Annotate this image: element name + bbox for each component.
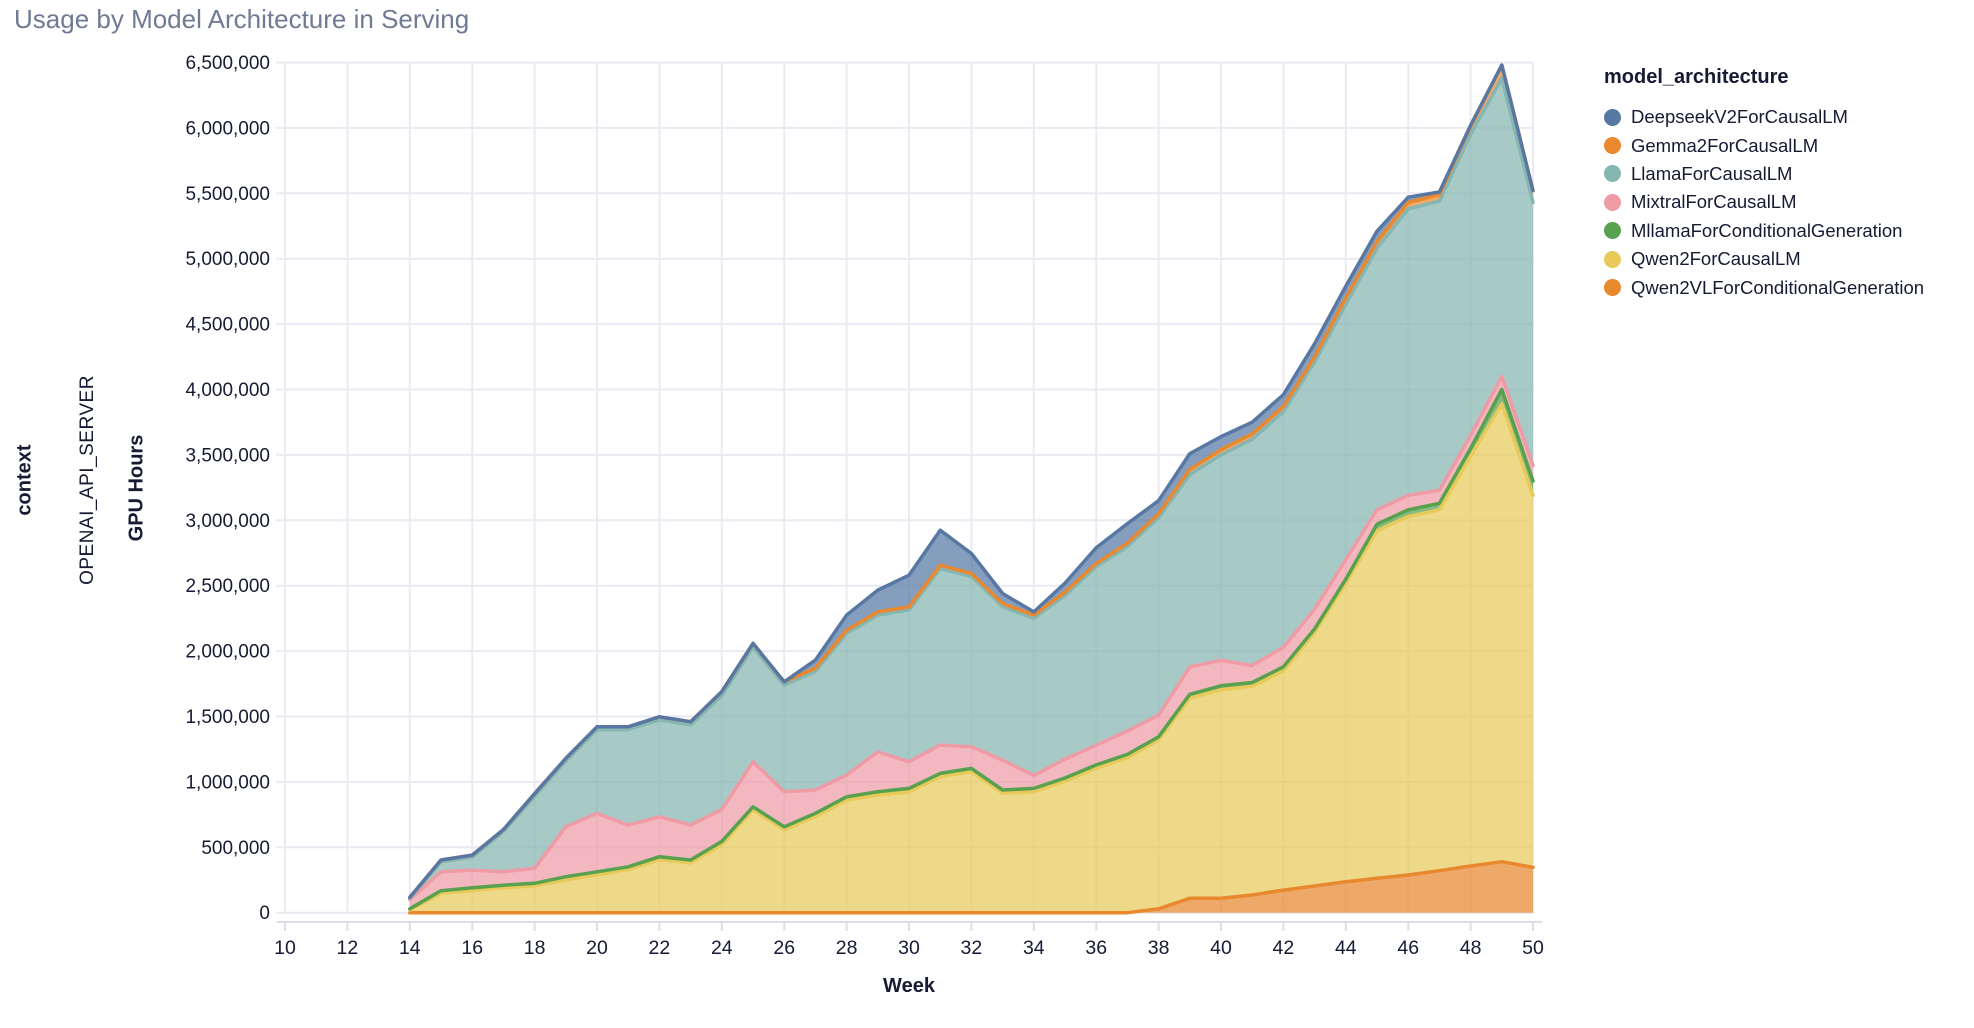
y-tick-label: 4,500,000: [185, 315, 270, 336]
y-tick-label: 3,500,000: [185, 445, 270, 466]
legend-item-label: Qwen2ForCausalLM: [1631, 248, 1801, 270]
y-tick-label: 1,500,000: [185, 707, 270, 728]
legend-swatch-icon: [1604, 193, 1621, 211]
area-Qwen2VLForConditionalGeneration: [409, 861, 1533, 913]
x-tick-label: 14: [399, 937, 421, 959]
legend-item-label: Gemma2ForCausalLM: [1631, 134, 1819, 156]
legend-item-LlamaForCausalLM: LlamaForCausalLM: [1596, 160, 1924, 188]
legend-item-label: MixtralForCausalLM: [1631, 191, 1797, 213]
x-tick-label: 10: [274, 937, 296, 959]
legend-item-Gemma2ForCausalLM: Gemma2ForCausalLM: [1596, 131, 1924, 159]
x-tick-label: 24: [711, 937, 733, 959]
legend-swatch-icon: [1604, 165, 1621, 183]
line-Qwen2VLForConditionalGeneration: [408, 859, 1535, 915]
x-tick-label: 26: [773, 937, 795, 959]
x-tick-label: 22: [649, 937, 671, 959]
x-tick-label: 32: [961, 937, 983, 959]
area-Qwen2ForCausalLM: [409, 403, 1533, 913]
y-tick-label: 6,500,000: [185, 53, 270, 74]
x-tick-label: 50: [1522, 937, 1544, 959]
line-MixtralForCausalLM: [408, 374, 1535, 902]
y-tick-label: 0: [259, 903, 270, 924]
legend: model_architecture DeepseekV2ForCausalLM…: [1596, 66, 1924, 302]
line-DeepseekV2ForCausalLM: [408, 63, 1535, 900]
y-tick-label: 500,000: [201, 838, 270, 859]
legend-swatch-icon: [1604, 222, 1621, 240]
y-tick-label: 2,500,000: [185, 576, 270, 597]
legend-title: model_architecture: [1604, 66, 1789, 88]
x-tick-label: 30: [898, 937, 920, 959]
legend-item-label: Qwen2VLForConditionalGeneration: [1631, 276, 1925, 298]
x-tick-label: 42: [1273, 937, 1295, 959]
x-tick-label: 46: [1397, 937, 1419, 959]
line-LlamaForCausalLM: [408, 76, 1535, 901]
legend-items: DeepseekV2ForCausalLM Gemma2ForCausalLM Ll…: [1596, 103, 1924, 302]
legend-item-label: DeepseekV2ForCausalLM: [1631, 106, 1848, 128]
line-Qwen2ForCausalLM: [408, 402, 1535, 912]
legend-item-DeepseekV2ForCausalLM: DeepseekV2ForCausalLM: [1596, 103, 1924, 131]
page-title: Usage by Model Architecture in Serving: [14, 4, 470, 34]
y-tick-label: 1,000,000: [185, 772, 270, 793]
y-tick-label: 4,000,000: [185, 380, 270, 401]
y-tick-label: 2,000,000: [185, 642, 270, 663]
x-tick-label: 34: [1023, 937, 1045, 959]
x-tick-label: 16: [461, 937, 483, 959]
y-tick-label: 6,000,000: [185, 118, 270, 139]
area-LlamaForCausalLM: [409, 78, 1533, 900]
legend-item-label: LlamaForCausalLM: [1631, 162, 1793, 184]
x-axis-title: Week: [883, 975, 935, 997]
y-tick-label: 5,000,000: [185, 249, 270, 270]
x-tick-label: 20: [586, 937, 608, 959]
x-tick-label: 28: [836, 937, 858, 959]
legend-item-MllamaForConditionalGeneration: MllamaForConditionalGeneration: [1596, 217, 1924, 245]
legend-swatch-icon: [1604, 250, 1621, 268]
x-tick-label: 18: [524, 937, 546, 959]
legend-item-MixtralForCausalLM: MixtralForCausalLM: [1596, 188, 1924, 216]
x-tick-label: 40: [1210, 937, 1232, 959]
x-tick-label: 12: [337, 937, 359, 959]
legend-item-label: MllamaForConditionalGeneration: [1631, 219, 1903, 241]
x-tick-label: 48: [1460, 937, 1482, 959]
legend-item-Qwen2VLForConditionalGeneration: Qwen2VLForConditionalGeneration: [1596, 273, 1924, 301]
y-tick-label: 5,500,000: [185, 184, 270, 205]
line-MllamaForConditionalGeneration: [408, 387, 1535, 911]
legend-item-Qwen2ForCausalLM: Qwen2ForCausalLM: [1596, 245, 1924, 273]
legend-swatch-icon: [1604, 137, 1621, 155]
x-tick-label: 36: [1085, 937, 1107, 959]
y-tick-label: 3,000,000: [185, 511, 270, 532]
legend-swatch-icon: [1604, 108, 1621, 126]
x-tick-label: 38: [1148, 937, 1170, 959]
x-tick-label: 44: [1335, 937, 1357, 959]
legend-swatch-icon: [1604, 279, 1621, 297]
